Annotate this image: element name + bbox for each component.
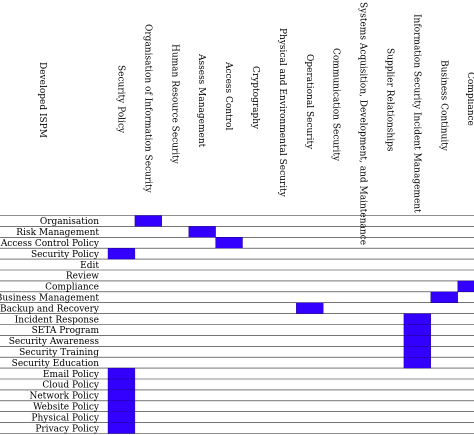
row-label: Organisation (40, 217, 99, 227)
row-header-label: Developed ISPM (37, 62, 47, 138)
column-label: Assess Management (196, 53, 206, 148)
heatmap-cell (188, 226, 216, 238)
heatmap-cells (107, 215, 474, 434)
column-label: Physical and Environmental Security (277, 28, 287, 198)
row-label: Incident Response (15, 315, 99, 325)
heatmap-cell (403, 346, 431, 358)
heatmap-cell (215, 237, 243, 249)
row-label: Compliance (45, 283, 99, 293)
column-labels: Security Policy Organisation of Informati… (116, 2, 474, 245)
column-label: Business Continuity (438, 60, 448, 152)
row-label: Network Policy (29, 392, 99, 402)
column-label: Security Policy (116, 65, 126, 134)
column-label: Supplier Relationships (384, 48, 394, 152)
column-label: Human Resource Security (169, 44, 179, 165)
row-label: Risk Management (16, 228, 99, 238)
heatmap-cell (107, 389, 136, 401)
row-label: Security Training (19, 348, 99, 358)
row-label: Security Awareness (9, 337, 100, 347)
column-label: Organisation of Information Security (142, 24, 152, 194)
heatmap-cell (403, 313, 431, 325)
column-label: Operational Security (304, 54, 314, 150)
heatmap-cell (107, 422, 136, 434)
row-label: Business Management (0, 294, 99, 304)
column-label: Compliance (465, 72, 474, 126)
heatmap-cell (107, 378, 136, 391)
row-label: Security Education (12, 359, 100, 369)
row-label: Security Policy (31, 250, 100, 260)
column-label: Access Control (223, 61, 233, 130)
row-label: SETA Program (32, 326, 100, 336)
column-label: Systems Acquisition, Development, and Ma… (358, 2, 368, 245)
column-label: Cryptography (250, 66, 260, 130)
row-label: Backup and Recovery (0, 304, 100, 314)
row-label: Privacy Policy (35, 424, 100, 434)
row-label: Website Policy (33, 403, 100, 413)
row-label: Email Policy (43, 370, 100, 380)
row-label: Edit (80, 261, 99, 271)
row-label: Review (66, 272, 99, 282)
heatmap-cell (107, 367, 136, 380)
column-label: Communication Security (331, 48, 341, 162)
row-label: Access Control Policy (0, 239, 100, 249)
heatmap-cell (403, 335, 431, 347)
heatmap-cell (296, 302, 324, 314)
column-label: Information Security Incident Management (411, 14, 421, 213)
row-gridlines (0, 215, 474, 434)
heatmap-cell (430, 291, 458, 303)
heatmap-cell (107, 247, 136, 260)
heatmap-cell (134, 215, 162, 227)
heatmap-cell (457, 280, 474, 292)
heatmap-cell (107, 411, 136, 423)
row-label: Cloud Policy (42, 381, 100, 391)
row-label: Physical Policy (31, 413, 99, 423)
heatmap-cell (107, 400, 136, 412)
heatmap-cell (403, 357, 431, 369)
heatmap-cell (403, 324, 431, 336)
